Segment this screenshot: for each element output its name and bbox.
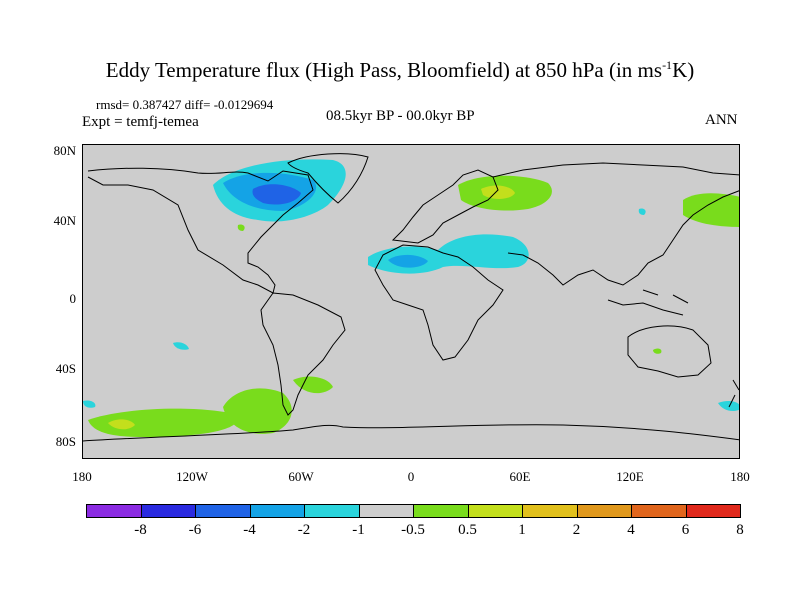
anomaly-positive-southern-ocean-west [88, 408, 239, 437]
coast-australia [627, 325, 712, 378]
anomaly-negative-north-america-peak [252, 184, 301, 205]
map-panel [82, 144, 740, 459]
map-title: Eddy Temperature flux (High Pass, Bloomf… [105, 58, 695, 82]
colorbar-swatch [304, 504, 360, 518]
anomaly-positive-australia-small [653, 348, 662, 354]
colorbar-swatch [358, 504, 414, 518]
colorbar-label: -2 [297, 522, 311, 538]
colorbar-swatch [195, 504, 251, 518]
colorbar [86, 504, 741, 518]
colorbar-label: 0.5 [458, 522, 477, 538]
coast-south-america [260, 292, 346, 416]
colorbar-swatch [86, 504, 142, 518]
colorbar-label: -8 [134, 522, 147, 538]
coast-new-zealand [728, 379, 739, 408]
lat-tick-label: 80N [53, 143, 76, 158]
anomaly-negative-pacific-small [83, 400, 96, 408]
colorbar-swatch [467, 504, 523, 518]
anomaly-negative-pacific-south [173, 342, 189, 350]
lat-tick-label: 80S [55, 434, 76, 449]
colorbar-label: 2 [572, 522, 581, 538]
anomaly-positive-southern-ocean-core [108, 419, 135, 430]
lon-tick-label: 0 [407, 469, 415, 484]
colorbar-swatch [413, 504, 469, 518]
stats-text: rmsd= 0.387427 diff= -0.0129694 [96, 97, 274, 112]
anomaly-negative-east-asia-small [638, 208, 646, 215]
period-label: 08.5kyr BP - 00.0kyr BP [326, 108, 475, 124]
coast-africa [374, 244, 504, 361]
colorbar-label: 1 [518, 522, 526, 538]
lon-tick-label: 180 [72, 469, 92, 484]
coast-asia [492, 162, 739, 286]
colorbar-label: -6 [188, 522, 202, 538]
colorbar-label: 6 [681, 522, 690, 538]
colorbar-swatch [249, 504, 305, 518]
colorbar-swatch [685, 504, 741, 518]
coast-antarctica [83, 424, 739, 442]
lat-tick-label: 0 [69, 291, 77, 306]
lon-tick-label: 60W [288, 469, 314, 484]
lon-tick-label: 180 [730, 469, 750, 484]
experiment-label: Expt = temfj-temea [82, 114, 199, 130]
anomaly-positive-south-pacific [223, 388, 292, 434]
anomaly-negative-sahara-core [388, 254, 428, 268]
colorbar-swatch [631, 504, 687, 518]
coastlines [83, 153, 739, 442]
coast-north-america [87, 167, 314, 294]
anomaly-negative-south-indian [718, 401, 739, 411]
anomaly-positive-ne-asia [683, 193, 739, 227]
anomaly-positive-atlantic-small [237, 224, 245, 231]
season-label: ANN [705, 112, 738, 128]
colorbar-swatch [140, 504, 196, 518]
anomaly-positive-south-atlantic [293, 376, 333, 394]
lon-tick-label: 120W [176, 469, 208, 484]
lat-tick-label: 40S [55, 361, 76, 376]
coast-indonesia [607, 289, 689, 316]
colorbar-label: -1 [352, 522, 365, 538]
colorbar-label: -0.5 [401, 522, 425, 538]
lon-tick-label: 120E [616, 469, 644, 484]
colorbar-swatch [522, 504, 578, 518]
lat-tick-label: 40N [53, 213, 76, 228]
lon-tick-label: 60E [509, 469, 531, 484]
anomaly-positive-europe-core [481, 185, 515, 199]
world-map [83, 153, 739, 442]
coast-europe [391, 169, 499, 244]
colorbar-swatch [576, 504, 632, 518]
coast-greenland [287, 153, 369, 204]
colorbar-label: -4 [243, 522, 256, 538]
colorbar-label: 8 [736, 522, 744, 538]
colorbar-label: 4 [627, 522, 635, 538]
anomaly-layer [83, 159, 739, 437]
